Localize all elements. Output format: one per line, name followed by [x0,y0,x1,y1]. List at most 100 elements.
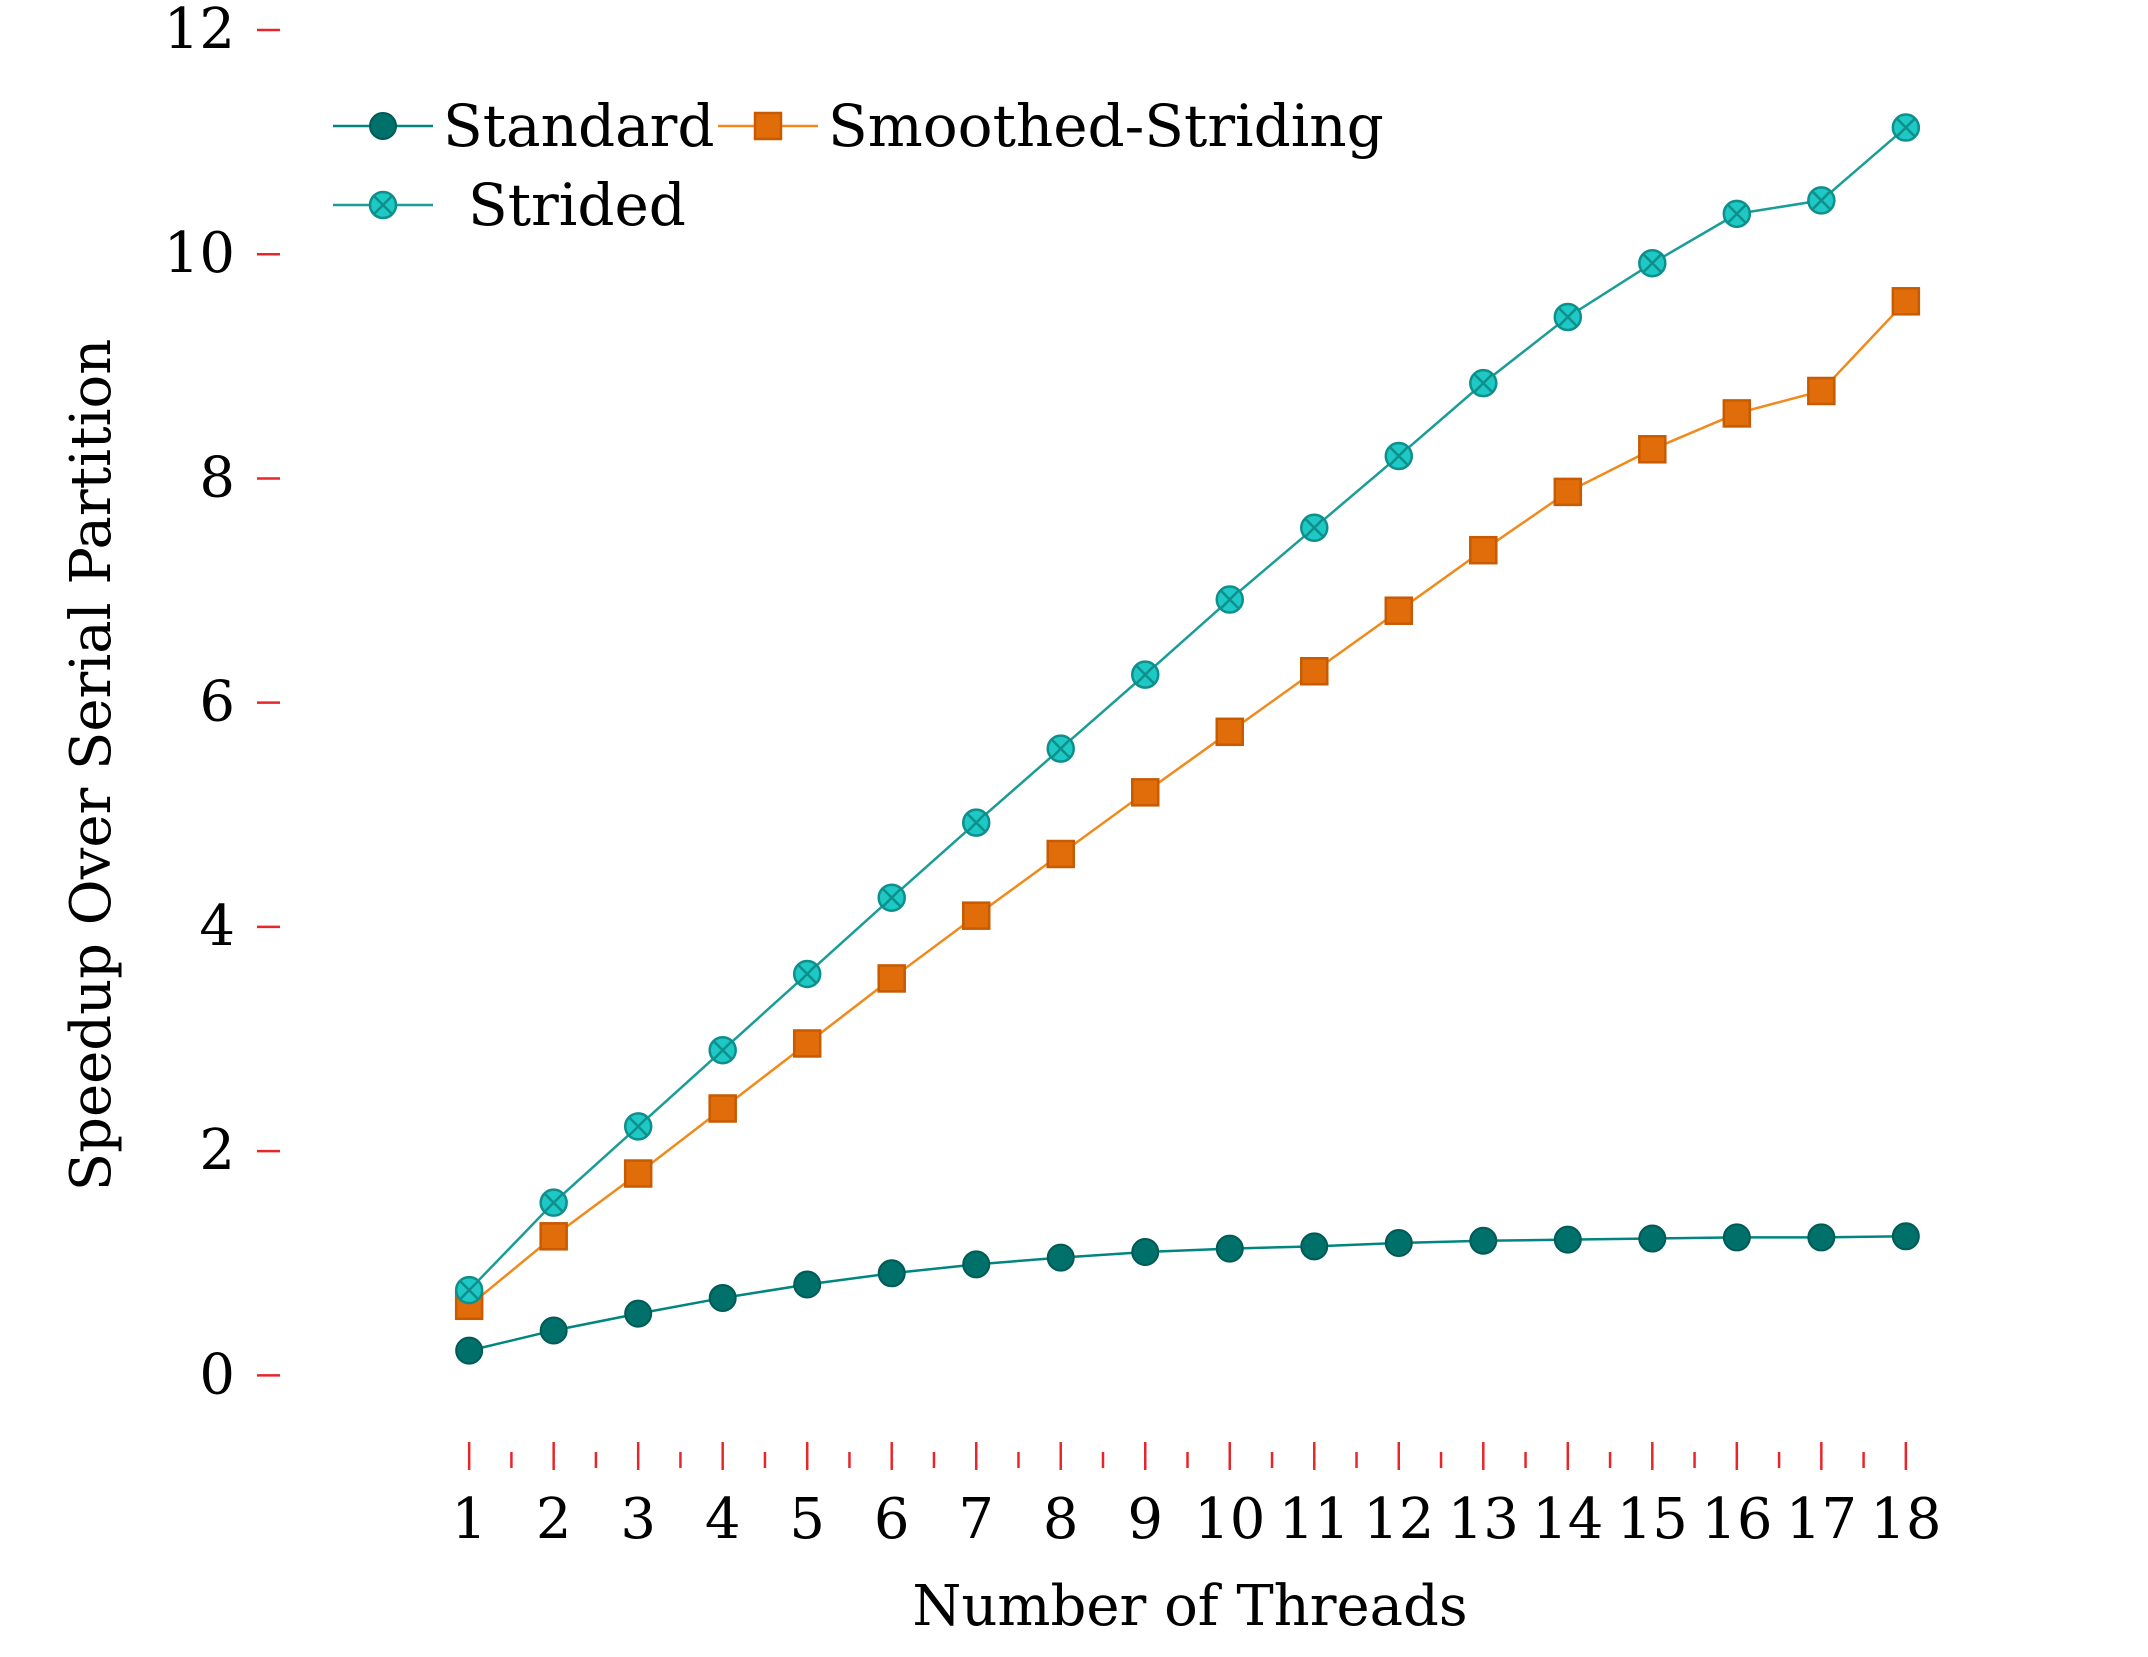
data-point [1300,1232,1329,1261]
data-point [539,1222,568,1251]
data-point [1722,1223,1751,1252]
data-point [1130,778,1160,807]
data-point [1553,302,1583,332]
data-point [708,1283,737,1312]
x-tick-label: 12 [1363,1487,1434,1552]
data-point [1722,199,1752,229]
data-point [539,1188,568,1217]
data-point [877,883,906,912]
data-point [792,1029,822,1058]
x-tick-label: 18 [1870,1487,1941,1552]
data-point [877,1259,906,1288]
data-point [1891,287,1921,316]
data-point [1046,734,1075,763]
data-point [1891,113,1921,142]
series-line [468,1235,1906,1352]
data-point [792,959,822,989]
data-point [539,1316,568,1345]
data-point [1807,376,1836,406]
y-tick-label: 2 [199,1118,235,1183]
x-tick-label: 5 [789,1487,825,1552]
y-tick-label: 12 [164,0,235,62]
data-point [624,1299,653,1328]
x-tick-label: 9 [1127,1487,1163,1552]
legend-item: Smoothed-Striding [718,92,1384,160]
data-point [961,901,991,930]
data-point [961,808,991,837]
x-tick-label: 6 [874,1487,910,1552]
data-point [1638,248,1667,278]
data-point [708,1035,737,1065]
series-line [468,300,1907,1307]
data-point [1638,435,1667,464]
data-point [1384,441,1414,471]
legend-item: Standard [333,92,715,160]
x-axis-ticks: 1 2 3 4 5 6 7 8 9 10 11 12 13 14 15 16 17 18 [451,1442,1941,1552]
x-tick-label: 11 [1279,1487,1350,1552]
data-point [1215,585,1245,614]
y-tick-label: 0 [199,1342,235,1407]
legend-label: Strided [468,171,686,239]
y-tick-label: 4 [199,894,235,959]
data-point [1469,1226,1498,1255]
legend: Standard Smoothed-Striding Strided [333,92,1384,239]
legend-marker [368,190,398,220]
data-point [1553,477,1583,507]
series-smoothed-striding [454,287,1921,1321]
series-layer [454,113,1921,1365]
legend-label: Standard [443,92,715,160]
data-point [1553,1225,1582,1254]
data-point [1807,186,1836,215]
x-tick-label: 13 [1448,1487,1519,1552]
x-tick-label: 10 [1194,1487,1265,1552]
data-point [877,964,906,993]
data-point [793,1270,822,1299]
data-point [1638,1224,1667,1253]
x-tick-label: 16 [1701,1487,1772,1552]
y-tick-label: 6 [199,670,235,735]
x-tick-label: 4 [705,1487,741,1552]
data-point [1384,1229,1413,1258]
legend-marker [369,112,397,140]
data-point [1215,717,1245,747]
x-tick-label: 2 [536,1487,572,1552]
data-point [1469,368,1498,398]
data-point [1300,513,1329,543]
data-point [708,1094,737,1123]
series-standard [455,1222,1920,1365]
data-point [1384,596,1414,625]
x-tick-label: 14 [1532,1487,1603,1552]
data-point [623,1112,653,1141]
x-tick-label: 15 [1617,1487,1688,1552]
x-tick-label: 17 [1786,1487,1857,1552]
data-point [455,1336,484,1365]
data-point [962,1250,991,1279]
y-axis-label: Speedup Over Serial Partition [59,339,124,1192]
data-point [1807,1223,1836,1252]
legend-marker [753,111,783,141]
x-tick-label: 7 [958,1487,994,1552]
x-tick-label: 8 [1043,1487,1079,1552]
data-point [1891,1222,1920,1251]
legend-item: Strided [333,171,686,239]
data-point [1300,657,1329,686]
y-axis-ticks: 0 2 4 6 8 10 12 [164,0,280,1407]
y-tick-label: 8 [199,445,235,510]
data-point [454,1275,484,1305]
legend-label: Smoothed-Striding [828,92,1384,160]
data-point [1215,1234,1244,1263]
series-strided [454,113,1921,1305]
y-tick-label: 10 [164,221,235,286]
x-tick-label: 3 [620,1487,656,1552]
data-point [1046,839,1075,869]
x-axis-label: Number of Threads [912,1574,1467,1639]
data-point [1722,399,1752,428]
data-point [1131,1237,1160,1266]
series-line [468,126,1907,1291]
data-point [623,1159,653,1188]
x-tick-label: 1 [451,1487,487,1552]
data-point [1469,535,1498,565]
data-point [1046,1243,1075,1272]
data-point [1130,660,1160,689]
